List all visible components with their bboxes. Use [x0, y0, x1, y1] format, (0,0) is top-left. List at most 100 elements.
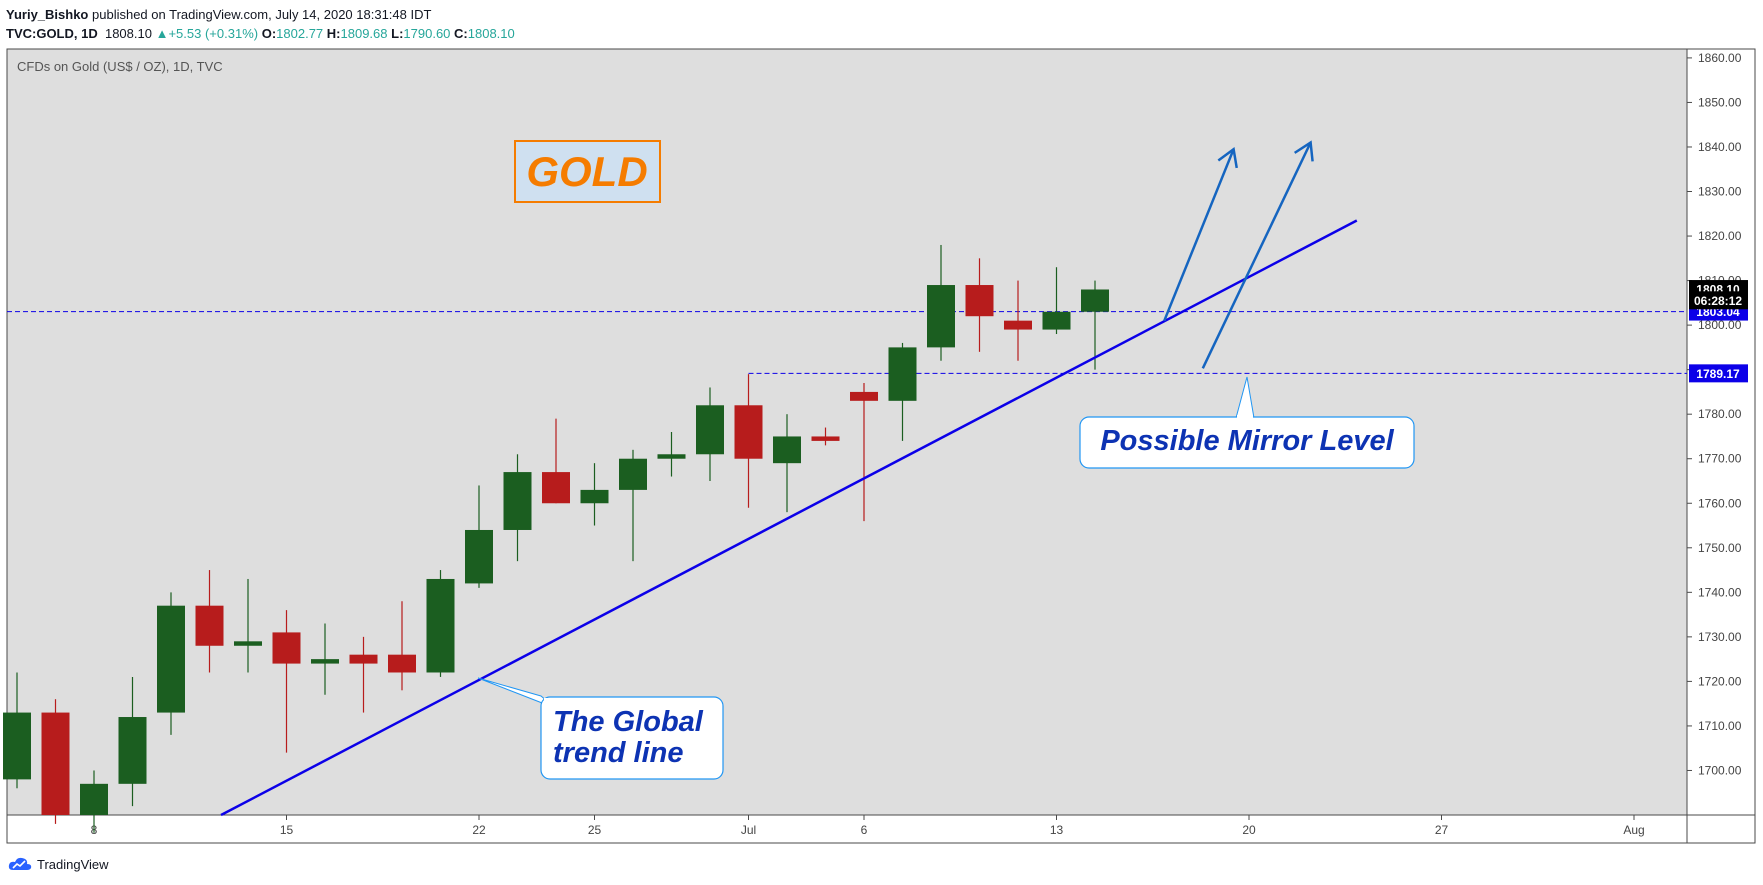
- bear-candle: [811, 427, 840, 446]
- bear-candle: [272, 610, 301, 753]
- bear-candle: [965, 258, 994, 352]
- x-tick-label: 13: [1050, 823, 1064, 837]
- candle-body: [734, 405, 763, 459]
- arrow-shaft: [1201, 141, 1312, 369]
- tradingview-brand: TradingView: [37, 856, 109, 872]
- y-tick-label: 1850.00: [1698, 95, 1742, 109]
- candle-body: [850, 391, 878, 401]
- price-label-bg: [1689, 364, 1748, 383]
- candle-body: [965, 285, 994, 317]
- x-tick-label: Aug: [1623, 823, 1644, 837]
- y-tick-label: 1740.00: [1698, 585, 1742, 599]
- up-arrow: [1201, 140, 1314, 369]
- candle-body: [888, 347, 917, 401]
- bear-candle: [734, 374, 763, 508]
- chart-header: Yuriy_Bishko published on TradingView.co…: [6, 5, 515, 43]
- bull-candle: [311, 623, 339, 695]
- bear-candle: [542, 418, 570, 504]
- x-tick-label: 6: [861, 823, 868, 837]
- publish-info: published on TradingView.com, July 14, 2…: [92, 7, 432, 22]
- y-tick-label: 1800.00: [1698, 318, 1742, 332]
- bull-candle: [657, 432, 686, 477]
- bull-candle: [1042, 267, 1071, 335]
- candle-body: [1081, 289, 1109, 312]
- arrow-head: [1217, 146, 1238, 169]
- x-tick-label: 20: [1242, 823, 1256, 837]
- bull-candle: [773, 414, 801, 513]
- close-value: 1808.10: [467, 26, 515, 41]
- trend-callout-box: [540, 696, 724, 780]
- up-arrow: [1163, 146, 1238, 322]
- x-tick-label: 25: [588, 823, 602, 837]
- bull-candle: [465, 485, 493, 588]
- candle-body: [811, 436, 840, 441]
- y-tick-label: 1840.00: [1698, 140, 1742, 154]
- candle-body: [118, 717, 147, 784]
- candle-body: [311, 659, 339, 664]
- candle-body: [542, 472, 570, 504]
- bull-candle: [1081, 280, 1109, 370]
- tradingview-footer[interactable]: TradingView: [8, 856, 109, 872]
- candle-body: [696, 405, 724, 455]
- high-label: H:: [326, 26, 341, 41]
- last-price: 1808.10: [104, 26, 152, 41]
- y-tick-label: 1780.00: [1698, 407, 1742, 421]
- price-label-tag: 1789.17: [1689, 364, 1748, 383]
- mirror-callout-text: Possible Mirror Level: [1100, 425, 1394, 457]
- candle-body: [157, 605, 185, 713]
- high-value: 1809.68: [340, 26, 388, 41]
- candle-body: [927, 285, 955, 348]
- bear-candle: [349, 636, 378, 713]
- y-tick-label: 1830.00: [1698, 185, 1742, 199]
- ohlc-line: TVC:GOLD, 1D 1808.10 ▲+5.53 (+0.31%) O:1…: [6, 24, 515, 43]
- candle-body: [465, 529, 493, 584]
- global-trend-line: [220, 219, 1358, 817]
- candle-body: [773, 436, 801, 464]
- price-change: +5.53 (+0.31%): [168, 26, 259, 41]
- bear-candle: [388, 601, 416, 691]
- bear-candle: [1004, 280, 1032, 361]
- arrow-shaft: [1163, 148, 1235, 322]
- bull-candle: [234, 578, 262, 673]
- bull-candle: [503, 454, 532, 562]
- arrow-head: [1293, 140, 1314, 162]
- bull-candle: [580, 463, 609, 526]
- y-tick-label: 1750.00: [1698, 541, 1742, 555]
- y-tick-label: 1860.00: [1698, 51, 1742, 65]
- trend-callout-line2: trend line: [553, 737, 684, 769]
- close-label: C:: [454, 26, 468, 41]
- candle-body: [1004, 320, 1032, 330]
- gold-label-box: [514, 140, 661, 203]
- bear-candle: [41, 699, 70, 824]
- bear-candle: [195, 570, 224, 673]
- candle-body: [503, 472, 532, 530]
- candle-body: [1042, 311, 1071, 330]
- chart-frame: [6, 48, 1756, 844]
- countdown-text: 06:28:12: [1694, 294, 1742, 308]
- bull-candle: [888, 342, 917, 441]
- candle-body: [272, 632, 301, 664]
- y-tick-label: 1710.00: [1698, 719, 1742, 733]
- candle-body: [41, 712, 70, 815]
- open-label: O:: [261, 26, 277, 41]
- chart-title: CFDs on Gold (US$ / OZ), 1D, TVC: [17, 59, 223, 74]
- candle-body: [580, 489, 609, 504]
- bear-candle: [850, 383, 878, 522]
- low-label: L:: [391, 26, 404, 41]
- symbol-label: TVC:GOLD, 1D: [6, 26, 98, 41]
- bull-candle: [426, 570, 455, 677]
- y-tick-label: 1770.00: [1698, 452, 1742, 466]
- bull-candle: [157, 592, 185, 735]
- y-tick-label: 1700.00: [1698, 763, 1742, 777]
- countdown-bg: [1689, 291, 1748, 310]
- price-label-text: 1789.17: [1696, 367, 1740, 381]
- plot-pane[interactable]: [7, 49, 1687, 815]
- candle-body: [234, 641, 262, 646]
- author-name[interactable]: Yuriy_Bishko: [6, 7, 89, 22]
- y-tick-label: 1760.00: [1698, 496, 1742, 510]
- candle-body: [195, 605, 224, 646]
- publish-line: Yuriy_Bishko published on TradingView.co…: [6, 5, 515, 24]
- y-tick-label: 1820.00: [1698, 229, 1742, 243]
- x-tick-label: Jul: [741, 823, 756, 837]
